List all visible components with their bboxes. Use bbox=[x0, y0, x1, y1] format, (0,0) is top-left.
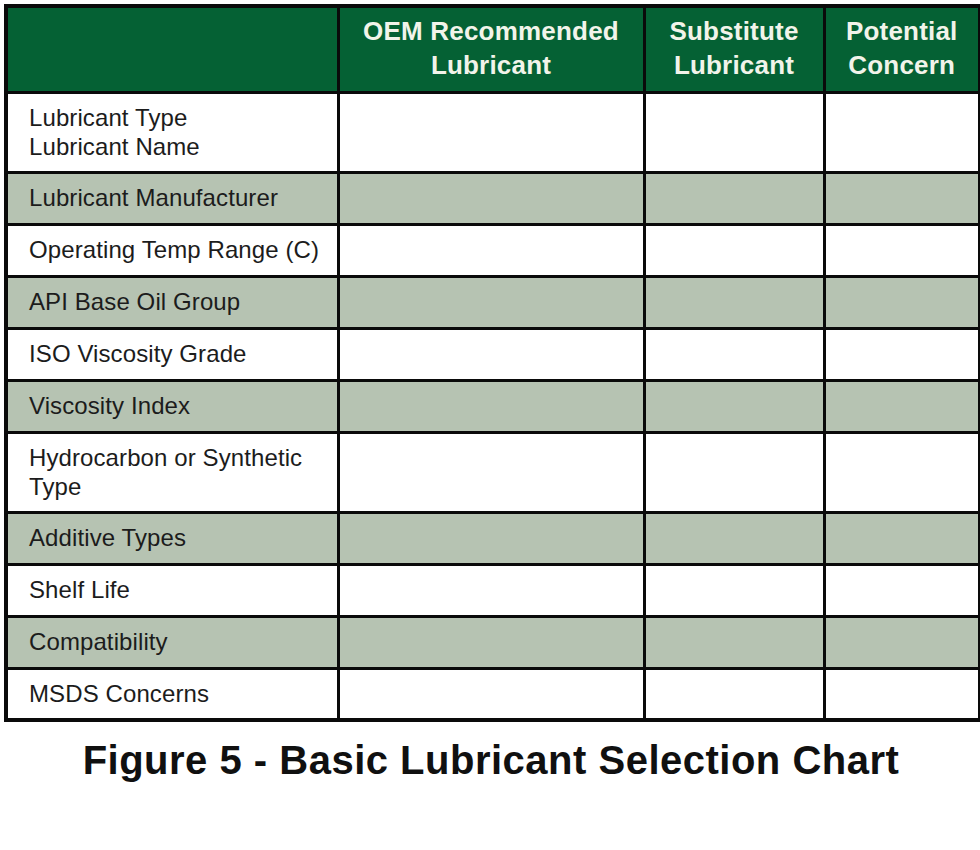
empty-cell-concern bbox=[824, 512, 980, 564]
empty-cell-oem bbox=[338, 564, 644, 616]
header-oem-recommended-lubricant: OEM Recommended Lubricant bbox=[338, 6, 644, 92]
table-row-compatibility: Compatibility bbox=[6, 616, 980, 668]
empty-cell-oem bbox=[338, 668, 644, 720]
empty-cell-substitute bbox=[644, 616, 824, 668]
empty-cell-substitute bbox=[644, 172, 824, 224]
empty-cell-oem bbox=[338, 432, 644, 512]
row-label: Operating Temp Range (C) bbox=[6, 224, 338, 276]
empty-cell-substitute bbox=[644, 668, 824, 720]
table-row-viscosity-index: Viscosity Index bbox=[6, 380, 980, 432]
row-label: MSDS Concerns bbox=[6, 668, 338, 720]
empty-cell-concern bbox=[824, 328, 980, 380]
empty-cell-oem bbox=[338, 172, 644, 224]
header-potential-concern: Potential Concern bbox=[824, 6, 980, 92]
empty-cell-concern bbox=[824, 380, 980, 432]
header-blank-cell bbox=[6, 6, 338, 92]
empty-cell-concern bbox=[824, 92, 980, 172]
empty-cell-oem bbox=[338, 224, 644, 276]
row-label: API Base Oil Group bbox=[6, 276, 338, 328]
empty-cell-concern bbox=[824, 616, 980, 668]
empty-cell-oem bbox=[338, 328, 644, 380]
row-label: Additive Types bbox=[6, 512, 338, 564]
empty-cell-substitute bbox=[644, 432, 824, 512]
row-label: Lubricant Type Lubricant Name bbox=[6, 92, 338, 172]
empty-cell-concern bbox=[824, 668, 980, 720]
table-row-operating-temp-range: Operating Temp Range (C) bbox=[6, 224, 980, 276]
header-substitute-lubricant: Substitute Lubricant bbox=[644, 6, 824, 92]
empty-cell-oem bbox=[338, 92, 644, 172]
document-page: OEM Recommended Lubricant Substitute Lub… bbox=[0, 0, 980, 850]
table-row-lubricant-manufacturer: Lubricant Manufacturer bbox=[6, 172, 980, 224]
row-label: ISO Viscosity Grade bbox=[6, 328, 338, 380]
empty-cell-oem bbox=[338, 380, 644, 432]
empty-cell-concern bbox=[824, 224, 980, 276]
empty-cell-concern bbox=[824, 172, 980, 224]
empty-cell-substitute bbox=[644, 564, 824, 616]
empty-cell-concern bbox=[824, 432, 980, 512]
empty-cell-substitute bbox=[644, 328, 824, 380]
empty-cell-substitute bbox=[644, 92, 824, 172]
table-row-iso-viscosity-grade: ISO Viscosity Grade bbox=[6, 328, 980, 380]
table-row-shelf-life: Shelf Life bbox=[6, 564, 980, 616]
table-row-additive-types: Additive Types bbox=[6, 512, 980, 564]
figure-caption: Figure 5 - Basic Lubricant Selection Cha… bbox=[4, 738, 978, 783]
empty-cell-substitute bbox=[644, 380, 824, 432]
table-row-lubricant-type-name: Lubricant Type Lubricant Name bbox=[6, 92, 980, 172]
table-header-row: OEM Recommended Lubricant Substitute Lub… bbox=[6, 6, 980, 92]
empty-cell-concern bbox=[824, 276, 980, 328]
empty-cell-oem bbox=[338, 616, 644, 668]
empty-cell-substitute bbox=[644, 512, 824, 564]
empty-cell-oem bbox=[338, 512, 644, 564]
row-label: Viscosity Index bbox=[6, 380, 338, 432]
empty-cell-concern bbox=[824, 564, 980, 616]
empty-cell-oem bbox=[338, 276, 644, 328]
row-label: Lubricant Manufacturer bbox=[6, 172, 338, 224]
row-label: Shelf Life bbox=[6, 564, 338, 616]
row-label: Hydrocarbon or Synthetic Type bbox=[6, 432, 338, 512]
lubricant-selection-table: OEM Recommended Lubricant Substitute Lub… bbox=[4, 4, 980, 722]
table-row-hydrocarbon-or-synthetic-type: Hydrocarbon or Synthetic Type bbox=[6, 432, 980, 512]
table-row-msds-concerns: MSDS Concerns bbox=[6, 668, 980, 720]
table-row-api-base-oil-group: API Base Oil Group bbox=[6, 276, 980, 328]
row-label: Compatibility bbox=[6, 616, 338, 668]
empty-cell-substitute bbox=[644, 276, 824, 328]
empty-cell-substitute bbox=[644, 224, 824, 276]
